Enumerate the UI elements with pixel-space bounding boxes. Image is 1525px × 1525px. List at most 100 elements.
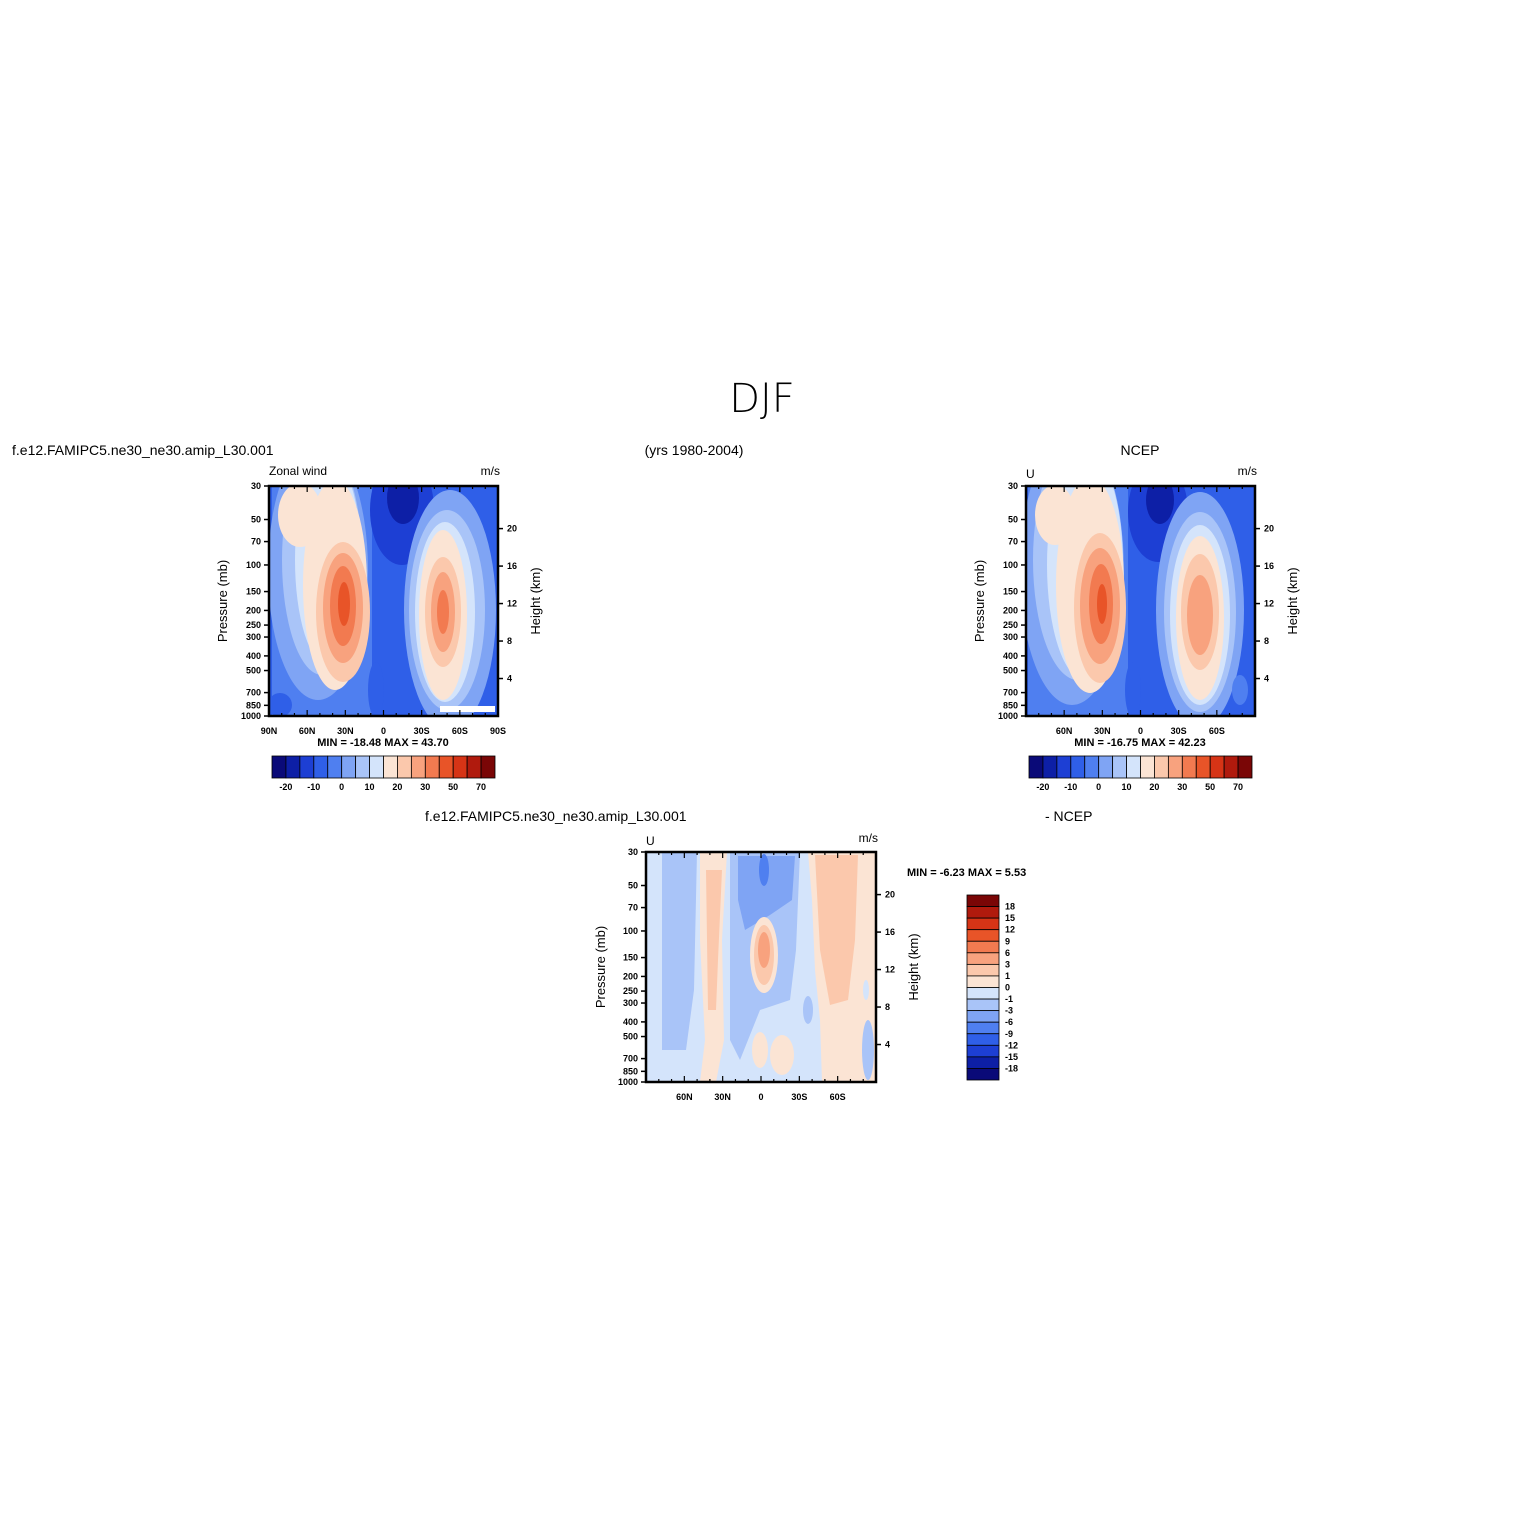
model-minmax: MIN = -18.48 MAX = 43.70	[317, 737, 448, 749]
model-colorbar: -20 -10 0 10 20 30 50 70	[271, 755, 496, 792]
colorbar-swatch	[480, 755, 496, 779]
colorbar-label: -20	[279, 782, 292, 792]
pressure-tick-label: 200	[1003, 605, 1018, 615]
panel-diff: U m/s Pressure (mb) Height (km) MIN = -6…	[593, 831, 1026, 1102]
lat-tick-label: 30S	[791, 1092, 807, 1102]
height-tick-label: 20	[1264, 524, 1274, 534]
pressure-tick-label: 850	[623, 1066, 638, 1076]
colorbar-label: 3	[1005, 959, 1010, 969]
lat-tick-label: 60N	[676, 1092, 693, 1102]
colorbar-label: 18	[1005, 902, 1015, 912]
colorbar-swatch	[1126, 755, 1141, 779]
pressure-tick-label: 300	[246, 632, 261, 642]
colorbar-swatch	[1070, 755, 1086, 779]
height-tick-label: 16	[885, 927, 895, 937]
pressure-tick-label: 30	[251, 481, 261, 491]
colorbar-swatch	[966, 894, 1000, 907]
height-tick-label: 12	[885, 965, 895, 975]
pressure-tick-label: 70	[251, 537, 261, 547]
colorbar-label: -3	[1005, 1006, 1013, 1016]
height-tick-label: 4	[885, 1040, 890, 1050]
model-var-label: Zonal wind	[269, 464, 327, 478]
pressure-tick-label: 100	[623, 926, 638, 936]
colorbar-label: 30	[420, 782, 430, 792]
diff-ylabel: Pressure (mb)	[593, 926, 608, 1008]
height-tick-label: 20	[885, 890, 895, 900]
height-tick-label: 16	[507, 561, 517, 571]
colorbar-label: 1	[1005, 971, 1010, 981]
colorbar-label: 12	[1005, 925, 1015, 935]
colorbar-label: 10	[365, 782, 375, 792]
panel-obs: U m/s Pressure (mb) Height (km) MIN = -1…	[972, 464, 1300, 792]
colorbar-swatch	[1237, 755, 1253, 779]
pressure-tick-label: 300	[623, 998, 638, 1008]
colorbar-swatch	[966, 975, 1000, 988]
colorbar-label: -6	[1005, 1017, 1013, 1027]
pressure-tick-label: 300	[1003, 632, 1018, 642]
obs-name-label: NCEP	[1121, 442, 1160, 458]
colorbar-swatch	[1112, 755, 1127, 779]
colorbar-swatch	[285, 755, 301, 779]
colorbar-label: -20	[1036, 782, 1049, 792]
colorbar-label: 70	[1233, 782, 1243, 792]
pressure-tick-label: 500	[1003, 666, 1018, 676]
lat-tick-label: 30N	[714, 1092, 731, 1102]
colorbar-label: 15	[1005, 913, 1015, 923]
lat-tick-label: 0	[1138, 726, 1143, 736]
colorbar-label: 50	[448, 782, 458, 792]
pressure-tick-label: 200	[246, 605, 261, 615]
height-tick-label: 20	[507, 524, 517, 534]
pressure-tick-label: 400	[246, 651, 261, 661]
colorbar-label: -1	[1005, 994, 1013, 1004]
pressure-tick-label: 30	[628, 847, 638, 857]
colorbar-swatch	[966, 1033, 1000, 1046]
model-contour-field	[269, 486, 498, 716]
colorbar-label: 30	[1177, 782, 1187, 792]
height-tick-label: 8	[1264, 636, 1269, 646]
pressure-tick-label: 200	[623, 971, 638, 981]
pressure-tick-label: 150	[623, 953, 638, 963]
colorbar-label: 6	[1005, 948, 1010, 958]
colorbar-label: 20	[392, 782, 402, 792]
colorbar-swatch	[1056, 755, 1072, 779]
pressure-tick-label: 100	[246, 560, 261, 570]
colorbar-swatch	[966, 1044, 1000, 1058]
lat-tick-label: 0	[758, 1092, 763, 1102]
pressure-tick-label: 700	[623, 1054, 638, 1064]
colorbar-swatch	[271, 755, 287, 779]
colorbar-swatch	[966, 917, 1000, 931]
colorbar-swatch	[966, 952, 1000, 965]
colorbar-swatch	[424, 755, 440, 779]
colorbar-label: 50	[1205, 782, 1215, 792]
colorbar-label: -15	[1005, 1052, 1018, 1062]
obs-y2label: Height (km)	[1285, 567, 1300, 634]
colorbar-swatch	[410, 755, 426, 779]
colorbar-swatch	[1209, 755, 1225, 779]
colorbar-swatch	[1084, 755, 1100, 779]
colorbar-swatch	[1042, 755, 1058, 779]
colorbar-label: 0	[1005, 983, 1010, 993]
colorbar-swatch	[438, 755, 454, 779]
pressure-tick-label: 400	[1003, 651, 1018, 661]
colorbar-swatch	[1167, 755, 1183, 779]
diff-var-label: U	[646, 834, 655, 848]
colorbar-swatch	[1154, 755, 1169, 779]
model-y2label: Height (km)	[528, 567, 543, 634]
pressure-tick-label: 850	[1003, 700, 1018, 710]
colorbar-label: -18	[1005, 1063, 1018, 1073]
pressure-tick-label: 500	[623, 1032, 638, 1042]
height-tick-label: 12	[507, 599, 517, 609]
height-tick-label: 4	[507, 674, 512, 684]
colorbar-swatch	[1140, 755, 1155, 779]
pressure-tick-label: 250	[246, 620, 261, 630]
colorbar-swatch	[1028, 755, 1044, 779]
lat-tick-label: 60S	[1209, 726, 1225, 736]
diff-model-case-label: f.e12.FAMIPC5.ne30_ne30.amip_L30.001	[425, 808, 687, 824]
pressure-tick-label: 250	[1003, 620, 1018, 630]
diff-suffix-label: - NCEP	[1045, 808, 1092, 824]
colorbar-swatch	[966, 963, 1000, 977]
pressure-tick-label: 1000	[241, 711, 261, 721]
model-ylabel: Pressure (mb)	[215, 560, 230, 642]
pressure-tick-label: 100	[1003, 560, 1018, 570]
